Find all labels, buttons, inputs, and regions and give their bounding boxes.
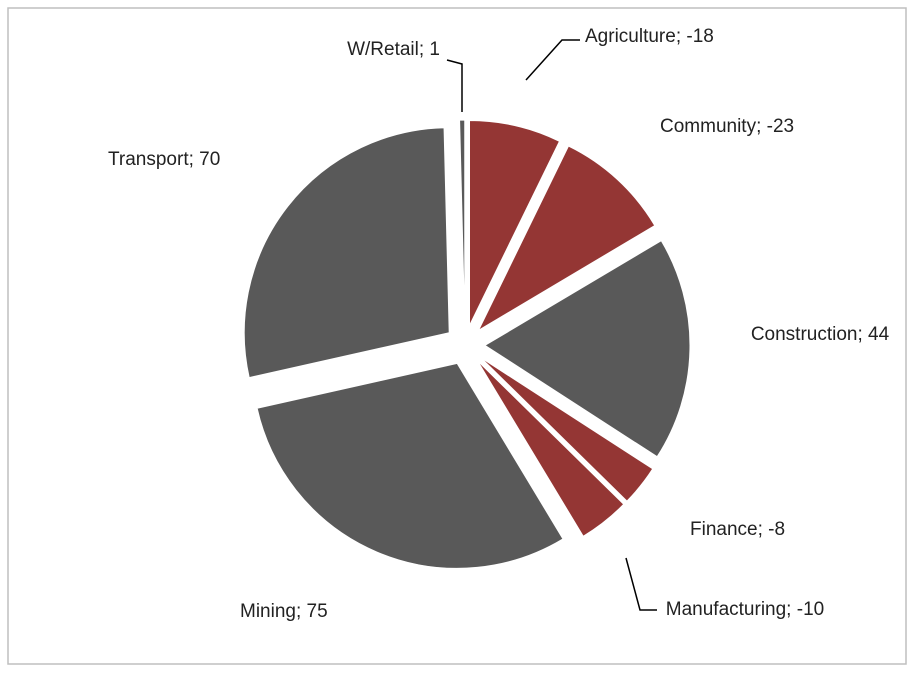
leader-line	[625, 557, 657, 611]
data-label: Mining; 75	[240, 601, 328, 622]
data-label: Finance; -8	[690, 519, 786, 540]
pie-slice	[243, 127, 450, 379]
pie-slice	[484, 239, 691, 458]
pie-slice	[477, 145, 656, 332]
leader-line	[446, 59, 463, 112]
data-label: Agriculture; -18	[585, 26, 714, 47]
data-label: Manufacturing; -10	[665, 599, 825, 620]
pie-slice	[480, 357, 654, 502]
pie-slice	[256, 362, 564, 569]
pie-slice	[459, 119, 466, 326]
data-label: Community; -23	[660, 116, 795, 137]
data-label: W/Retail; 1	[347, 39, 440, 60]
pie-slice	[469, 120, 561, 326]
leader-line	[525, 39, 580, 81]
data-label: Construction; 44	[750, 324, 890, 345]
data-label: Transport; 70	[108, 149, 221, 170]
pie-slice	[476, 360, 625, 537]
